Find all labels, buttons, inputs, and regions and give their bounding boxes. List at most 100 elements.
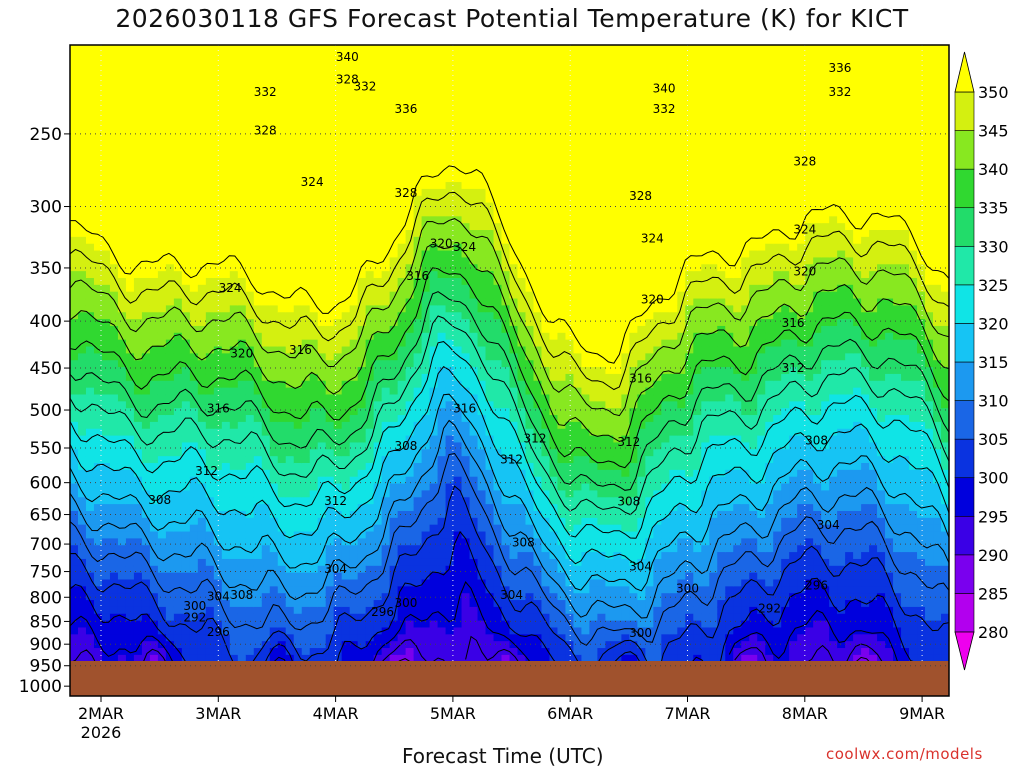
contour-band-cell	[277, 86, 287, 94]
contour-band-cell	[333, 312, 343, 320]
contour-band-cell	[157, 449, 167, 457]
contour-band-cell	[381, 504, 391, 512]
contour-band-cell	[373, 531, 383, 539]
contour-band-cell	[221, 168, 231, 176]
contour-band-cell	[413, 319, 423, 327]
contour-band-cell	[293, 243, 303, 252]
contour-band-cell	[117, 257, 127, 265]
contour-band-cell	[365, 79, 375, 87]
contour-band-cell	[245, 613, 255, 622]
contour-band-cell	[405, 456, 415, 464]
contour-band-cell	[133, 243, 143, 252]
contour-band-cell	[93, 538, 103, 546]
contour-band-cell	[309, 236, 319, 245]
contour-band-cell	[213, 408, 223, 416]
contour-band-cell	[413, 243, 423, 252]
contour-band-cell	[165, 45, 175, 53]
contour-band-cell	[93, 106, 103, 115]
contour-band-cell	[205, 319, 215, 327]
contour-band-cell	[317, 216, 327, 224]
contour-band-cell	[77, 387, 87, 396]
contour-band-cell	[461, 606, 471, 615]
contour-band-cell	[181, 600, 191, 608]
contour-band-cell	[93, 236, 103, 245]
contour-band-cell	[205, 415, 215, 423]
contour-band-cell	[269, 421, 279, 430]
contour-band-cell	[269, 353, 279, 361]
contour-band-cell	[229, 305, 239, 313]
contour-band-cell	[405, 476, 415, 485]
contour-band-cell	[189, 442, 199, 450]
contour-band-cell	[469, 99, 479, 108]
contour-band-cell	[221, 195, 231, 204]
contour-band-cell	[93, 277, 103, 286]
contour-band-cell	[85, 442, 95, 450]
contour-band-cell	[397, 250, 407, 259]
contour-band-cell	[237, 415, 247, 423]
contour-band-cell	[381, 463, 391, 471]
contour-band-cell	[333, 72, 343, 80]
contour-band-cell	[237, 161, 247, 169]
contour-band-cell	[245, 161, 255, 169]
contour-band-cell	[205, 421, 215, 430]
contour-band-cell	[461, 298, 471, 306]
contour-band-cell	[349, 579, 359, 587]
contour-band-cell	[301, 565, 311, 574]
contour-band-cell	[357, 545, 367, 553]
contour-band-cell	[245, 627, 255, 635]
contour-band-cell	[77, 182, 87, 190]
contour-band-cell	[181, 72, 191, 80]
contour-band-cell	[237, 572, 247, 581]
contour-band-cell	[189, 120, 199, 128]
contour-band-cell	[429, 600, 439, 608]
contour-band-cell	[365, 305, 375, 313]
contour-band-cell	[333, 319, 343, 327]
contour-band-cell	[197, 463, 207, 471]
contour-band-cell	[365, 168, 375, 176]
contour-band-cell	[293, 271, 303, 279]
contour-band-cell	[373, 593, 383, 601]
contour-band-cell	[397, 79, 407, 87]
contour-band-cell	[477, 58, 487, 67]
contour-band-cell	[413, 558, 423, 567]
contour-band-cell	[70, 216, 79, 224]
contour-band-cell	[405, 51, 415, 60]
contour-band-cell	[389, 58, 399, 67]
contour-band-cell	[181, 161, 191, 169]
contour-band-cell	[101, 243, 111, 252]
contour-band-cell	[109, 257, 119, 265]
contour-band-cell	[301, 168, 311, 176]
contour-band-cell	[213, 72, 223, 80]
contour-band-cell	[141, 264, 151, 272]
contour-band-cell	[381, 572, 391, 581]
contour-band-cell	[421, 531, 431, 539]
contour-band-cell	[469, 45, 479, 53]
contour-band-cell	[133, 236, 143, 245]
contour-band-cell	[373, 92, 383, 101]
contour-band-cell	[341, 195, 351, 204]
contour-band-cell	[293, 565, 303, 574]
contour-band-cell	[325, 469, 335, 478]
contour-band-cell	[453, 394, 463, 402]
contour-band-cell	[109, 517, 119, 526]
contour-band-cell	[445, 497, 455, 505]
contour-band-cell	[365, 175, 375, 183]
contour-band-cell	[125, 387, 135, 396]
contour-band-cell	[453, 250, 463, 259]
contour-band-cell	[349, 558, 359, 567]
contour-band-cell	[477, 613, 487, 622]
contour-band-cell	[381, 79, 391, 87]
contour-band-cell	[469, 504, 479, 512]
contour-band-cell	[93, 305, 103, 313]
contour-band-cell	[77, 641, 87, 649]
contour-band-cell	[373, 517, 383, 526]
contour-band-cell	[429, 394, 439, 402]
contour-band-cell	[109, 99, 119, 108]
contour-band-cell	[437, 579, 447, 587]
contour-band-cell	[437, 634, 447, 642]
contour-band-cell	[301, 463, 311, 471]
contour-band-cell	[429, 442, 439, 450]
contour-band-cell	[149, 120, 159, 128]
contour-band-cell	[261, 627, 271, 635]
contour-band-cell	[165, 257, 175, 265]
